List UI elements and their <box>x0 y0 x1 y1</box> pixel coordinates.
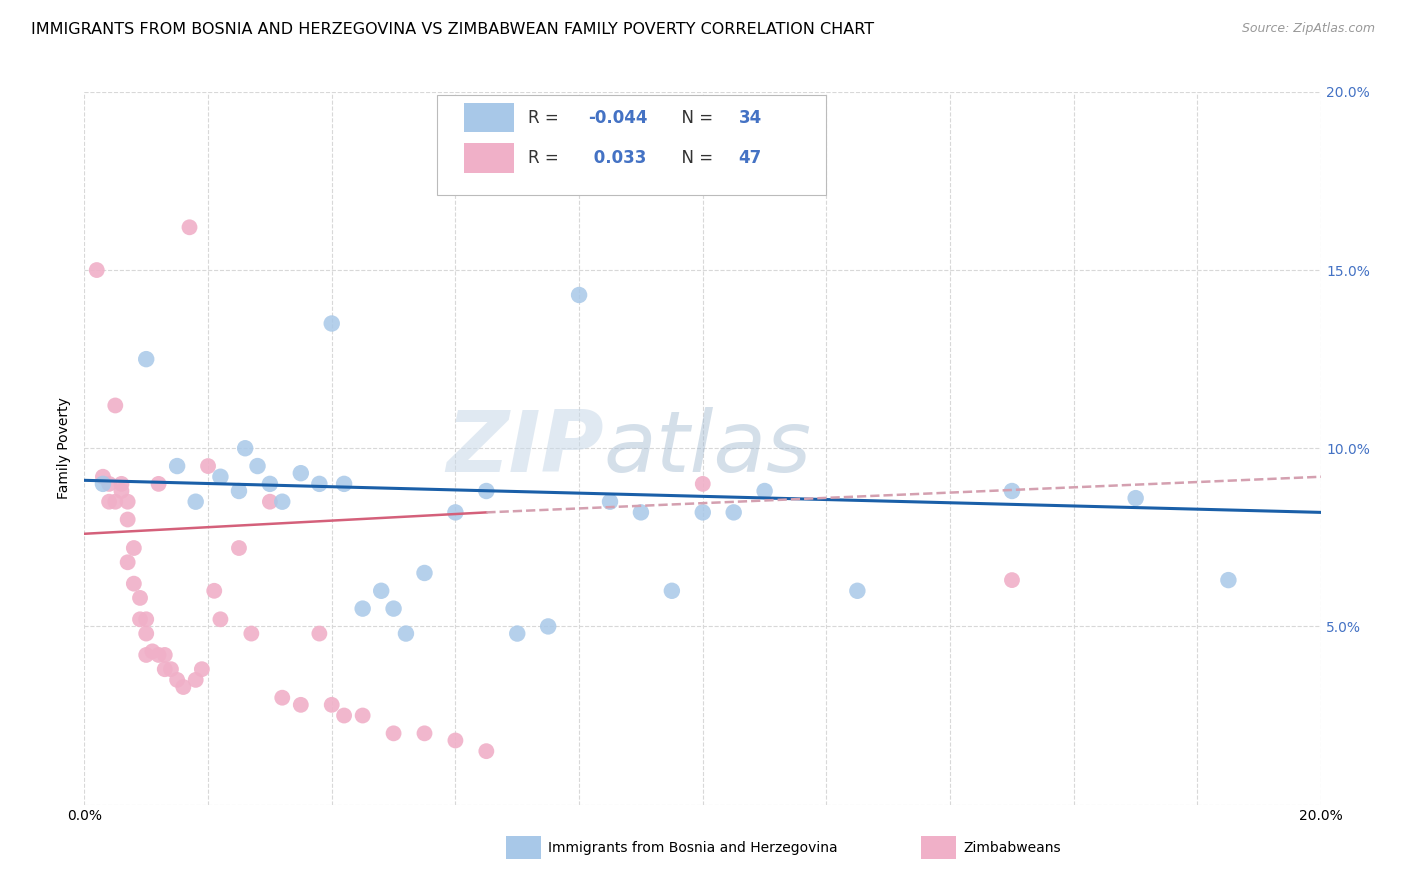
Point <box>333 708 356 723</box>
Point <box>321 698 343 712</box>
Point <box>1125 491 1147 505</box>
Text: 34: 34 <box>738 109 762 127</box>
Point <box>382 601 405 615</box>
Point <box>630 505 652 519</box>
Point <box>135 352 157 367</box>
Point <box>98 476 121 491</box>
Text: atlas: atlas <box>603 407 811 490</box>
Point <box>259 476 281 491</box>
Point <box>1001 483 1024 498</box>
Text: IMMIGRANTS FROM BOSNIA AND HERZEGOVINA VS ZIMBABWEAN FAMILY POVERTY CORRELATION : IMMIGRANTS FROM BOSNIA AND HERZEGOVINA V… <box>31 22 875 37</box>
Point <box>209 469 232 483</box>
Point <box>290 698 312 712</box>
Text: Zimbabweans: Zimbabweans <box>963 840 1060 855</box>
Point <box>475 744 498 758</box>
Point <box>259 494 281 508</box>
Point <box>191 662 214 676</box>
Point <box>110 483 132 498</box>
Point <box>153 662 176 676</box>
Point <box>135 648 157 662</box>
Point <box>382 726 405 740</box>
Text: Source: ZipAtlas.com: Source: ZipAtlas.com <box>1241 22 1375 36</box>
Point <box>104 494 127 508</box>
Point <box>172 680 194 694</box>
Point <box>692 476 714 491</box>
Point <box>413 726 436 740</box>
Text: N =: N = <box>671 149 718 167</box>
Point <box>308 626 330 640</box>
Point <box>141 644 163 658</box>
Point <box>506 626 529 640</box>
Point <box>754 483 776 498</box>
FancyBboxPatch shape <box>464 143 513 173</box>
Point <box>233 442 256 456</box>
Point <box>352 601 374 615</box>
Point <box>692 505 714 519</box>
Point <box>117 512 139 526</box>
Point <box>148 648 170 662</box>
Point <box>184 673 207 687</box>
Text: -0.044: -0.044 <box>588 109 647 127</box>
Point <box>1218 573 1240 587</box>
FancyBboxPatch shape <box>437 95 827 195</box>
Y-axis label: Family Poverty: Family Poverty <box>58 397 72 500</box>
Point <box>122 541 145 555</box>
Point <box>723 505 745 519</box>
Point <box>395 626 418 640</box>
Text: N =: N = <box>671 109 718 127</box>
Point <box>537 619 560 633</box>
Point <box>153 648 176 662</box>
Point <box>321 317 343 331</box>
Point <box>129 612 152 626</box>
Point <box>104 399 127 413</box>
Point <box>129 591 152 605</box>
Point <box>148 476 170 491</box>
Text: Immigrants from Bosnia and Herzegovina: Immigrants from Bosnia and Herzegovina <box>548 840 838 855</box>
FancyBboxPatch shape <box>464 103 513 133</box>
Point <box>290 466 312 480</box>
Point <box>202 583 225 598</box>
Text: ZIP: ZIP <box>446 407 603 490</box>
Text: 0.033: 0.033 <box>588 149 647 167</box>
Text: R =: R = <box>529 109 564 127</box>
Point <box>122 576 145 591</box>
Point <box>240 626 263 640</box>
Point <box>246 458 269 473</box>
Point <box>444 505 467 519</box>
Point <box>475 483 498 498</box>
Point <box>1001 573 1024 587</box>
Point <box>599 494 621 508</box>
Point <box>166 673 188 687</box>
Point <box>308 476 330 491</box>
Point <box>846 583 869 598</box>
Text: 47: 47 <box>738 149 762 167</box>
Point <box>444 733 467 747</box>
Point <box>228 541 250 555</box>
Point <box>91 476 114 491</box>
Point <box>661 583 683 598</box>
Point <box>166 458 188 473</box>
Point <box>271 690 294 705</box>
Point <box>98 494 121 508</box>
Text: R =: R = <box>529 149 564 167</box>
Point <box>228 483 250 498</box>
Point <box>197 458 219 473</box>
Point <box>117 494 139 508</box>
Point <box>352 708 374 723</box>
Point <box>209 612 232 626</box>
Point <box>271 494 294 508</box>
Point <box>135 612 157 626</box>
Point <box>160 662 183 676</box>
Point <box>110 476 132 491</box>
Point <box>135 626 157 640</box>
Point <box>91 469 114 483</box>
Point <box>333 476 356 491</box>
Point <box>179 220 201 235</box>
Point <box>413 566 436 580</box>
Point <box>86 263 108 277</box>
Point <box>370 583 392 598</box>
Point <box>568 288 591 302</box>
Point <box>184 494 207 508</box>
Point <box>117 555 139 569</box>
